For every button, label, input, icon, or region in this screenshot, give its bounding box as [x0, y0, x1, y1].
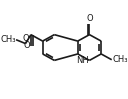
Text: O: O: [86, 14, 93, 23]
Text: CH₃: CH₃: [0, 35, 15, 44]
Text: O: O: [24, 41, 30, 50]
Text: CH₃: CH₃: [112, 55, 128, 64]
Text: O: O: [22, 34, 29, 43]
Text: NH: NH: [76, 56, 89, 65]
